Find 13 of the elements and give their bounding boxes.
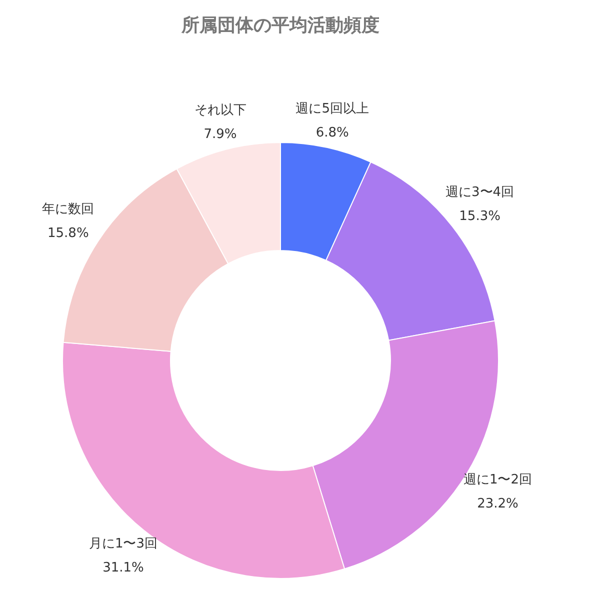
chart-title: 所属団体の平均活動頻度 xyxy=(180,15,380,36)
data-label: 15.3% xyxy=(459,209,500,224)
slice-label: それ以下 xyxy=(194,103,246,118)
slice-label: 月に1〜3回 xyxy=(88,536,158,552)
data-label: 23.2% xyxy=(477,496,518,512)
data-label: 31.1% xyxy=(102,560,144,576)
slice-label: 週に3〜4回 xyxy=(446,185,514,200)
slice-label: 年に数回 xyxy=(42,202,94,218)
data-label: 6.8% xyxy=(316,126,349,141)
data-label: 15.8% xyxy=(47,226,89,242)
data-label: 7.9% xyxy=(204,127,237,142)
slice-label: 週に5回以上 xyxy=(296,102,370,117)
slice-label: 週に1〜2回 xyxy=(463,472,532,488)
